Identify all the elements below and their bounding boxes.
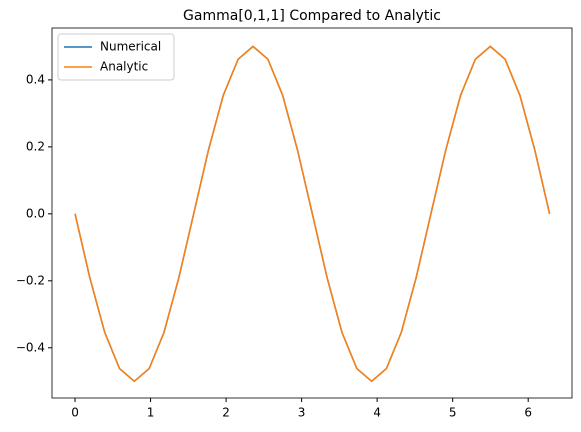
x-tick-label: 5 bbox=[449, 406, 457, 420]
y-tick-label: −0.4 bbox=[16, 340, 45, 354]
x-tick-label: 4 bbox=[373, 406, 381, 420]
x-tick-label: 3 bbox=[298, 406, 306, 420]
legend-box bbox=[57, 33, 175, 81]
y-tick-label: 0.0 bbox=[26, 206, 45, 220]
series-line bbox=[74, 45, 551, 383]
y-tick-label: 0.4 bbox=[26, 72, 45, 86]
chart-title: Gamma[0,1,1] Compared to Analytic bbox=[183, 8, 441, 24]
plot-frame bbox=[51, 27, 573, 399]
legend-label: Numerical bbox=[100, 40, 161, 54]
x-tick-label: 0 bbox=[71, 406, 79, 420]
y-tick-label: 0.2 bbox=[26, 139, 45, 153]
x-tick-label: 2 bbox=[222, 406, 230, 420]
x-tick-label: 1 bbox=[147, 406, 155, 420]
legend-label: Analytic bbox=[100, 60, 148, 74]
x-tick-label: 6 bbox=[524, 406, 532, 420]
y-tick-label: −0.2 bbox=[16, 273, 45, 287]
